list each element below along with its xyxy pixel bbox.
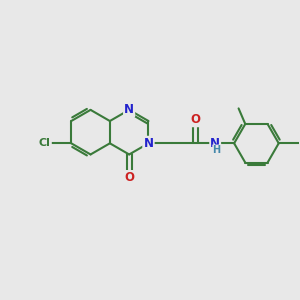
Text: H: H <box>213 145 221 155</box>
Text: O: O <box>190 113 200 126</box>
Text: Cl: Cl <box>39 138 51 148</box>
Text: N: N <box>124 103 134 116</box>
Text: O: O <box>124 171 134 184</box>
Text: N: N <box>124 103 134 116</box>
Text: O: O <box>124 171 134 184</box>
Text: N: N <box>210 137 220 150</box>
Text: N: N <box>143 137 154 150</box>
Text: O: O <box>190 113 200 126</box>
Text: Cl: Cl <box>39 138 51 148</box>
Text: N: N <box>143 137 154 150</box>
